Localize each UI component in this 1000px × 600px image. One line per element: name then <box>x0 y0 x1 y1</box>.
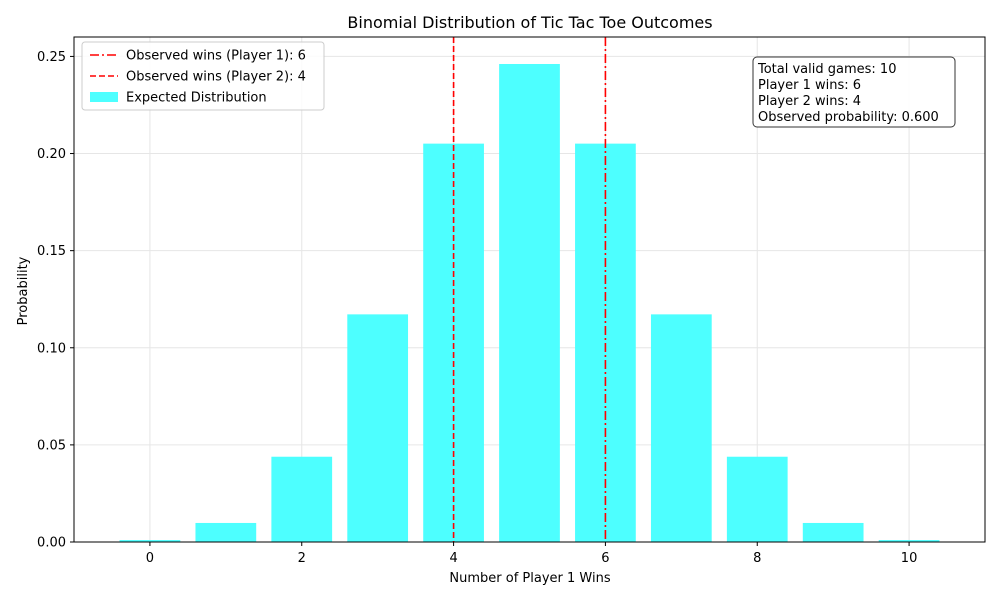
bar-8 <box>726 456 788 542</box>
chart-title: Binomial Distribution of Tic Tac Toe Out… <box>347 13 712 32</box>
x-tick-label-8: 8 <box>753 551 761 566</box>
x-tick-label-4: 4 <box>449 551 457 566</box>
bar-10 <box>878 540 940 542</box>
x-axis-label: Number of Player 1 Wins <box>449 571 610 586</box>
stats-line-2: Player 2 wins: 4 <box>758 94 861 109</box>
stats-line-0: Total valid games: 10 <box>757 62 896 77</box>
x-tick-label-6: 6 <box>601 551 609 566</box>
bar-7 <box>650 314 712 542</box>
bar-0 <box>119 540 181 542</box>
x-axis-ticks: 0 2 4 6 8 10 <box>146 542 918 566</box>
y-tick-label-0.10: 0.10 <box>37 341 66 356</box>
stats-line-3: Observed probability: 0.600 <box>758 110 939 125</box>
plot-frame <box>73 36 986 543</box>
x-tick-label-0: 0 <box>146 551 154 566</box>
y-tick-label-0.00: 0.00 <box>37 536 66 551</box>
bar-9 <box>802 522 864 542</box>
y-axis-ticks: 0.00 0.05 0.10 0.15 0.20 0.25 <box>37 50 74 551</box>
bar-1 <box>195 522 257 542</box>
bar-3 <box>347 314 409 542</box>
y-tick-label-0.05: 0.05 <box>37 438 66 453</box>
reference-lines <box>452 37 607 542</box>
bars <box>119 63 940 542</box>
legend-frame <box>81 41 325 111</box>
stats-box-frame <box>752 56 956 128</box>
y-axis-label: Probability <box>16 256 31 325</box>
bar-2 <box>271 456 333 542</box>
y-tick-label-0.20: 0.20 <box>37 147 66 162</box>
bar-5 <box>499 63 560 542</box>
legend-label-0: Observed wins (Player 1): 6 <box>126 49 306 64</box>
x-tick-label-2: 2 <box>298 551 306 566</box>
x-tick-label-10: 10 <box>901 551 918 566</box>
stats-line-1: Player 1 wins: 6 <box>758 78 861 93</box>
legend: Observed wins (Player 1): 6 Observed wins… <box>81 41 325 111</box>
y-tick-label-0.25: 0.25 <box>37 50 66 65</box>
legend-label-2: Expected Distribution <box>126 91 267 106</box>
legend-marker-2 <box>90 92 118 102</box>
y-tick-label-0.15: 0.15 <box>37 244 66 259</box>
legend-label-1: Observed wins (Player 2): 4 <box>126 70 306 85</box>
